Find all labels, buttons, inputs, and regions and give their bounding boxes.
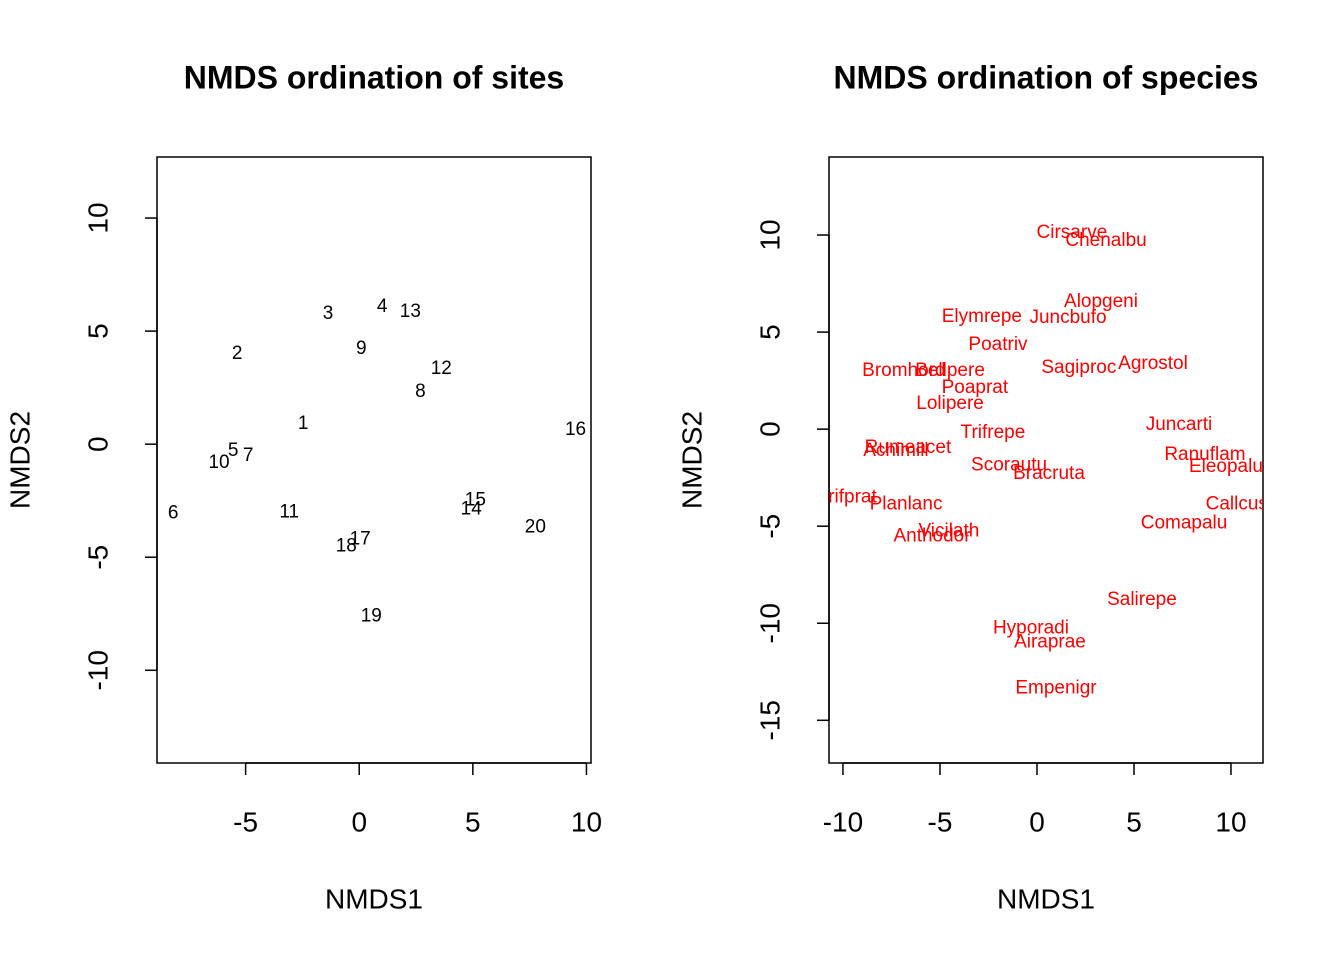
point-label: 12 (431, 358, 452, 379)
point-label: Comapalu (1141, 512, 1228, 533)
chart-title: NMDS ordination of sites (184, 59, 564, 95)
point-label: Alopgeni (1064, 291, 1138, 312)
point-label: Hyporadi (993, 617, 1069, 638)
point-label: Poaprat (942, 377, 1009, 398)
point-label: Juncbufo (1029, 307, 1106, 328)
y-axis-label: NMDS2 (676, 411, 707, 509)
x-tick-label: -10 (823, 806, 863, 837)
point-label: 19 (361, 606, 382, 627)
x-tick-label: 10 (571, 806, 602, 837)
y-tick-label: 0 (754, 421, 785, 437)
x-tick-label: 0 (1029, 806, 1045, 837)
y-tick-label: -5 (754, 514, 785, 539)
point-label: 6 (168, 502, 179, 523)
point-label: 2 (232, 343, 243, 364)
point-label: 9 (356, 338, 367, 359)
y-tick-label: -10 (754, 603, 785, 643)
point-label: 7 (243, 445, 254, 466)
point-label: Anthodor (893, 525, 971, 546)
point-label: Bromhord (862, 360, 945, 381)
y-axis-label: NMDS2 (4, 411, 35, 509)
point-label: Rumeacet (865, 437, 952, 458)
point-label: Eleopalu (1189, 456, 1263, 477)
x-tick-label: 5 (1126, 806, 1142, 837)
y-tick-label: -10 (82, 650, 113, 690)
point-label: 17 (350, 528, 371, 549)
point-label: 4 (377, 296, 388, 317)
point-label: 1 (298, 413, 309, 434)
point-label: Cirsarve (1037, 222, 1108, 243)
point-label: 13 (400, 301, 421, 322)
point-label: 8 (415, 381, 426, 402)
point-label: Airaprae (1014, 631, 1086, 652)
point-label: Chenalbu (1065, 230, 1146, 251)
point-label: Vicilath (918, 520, 979, 541)
point-label: Lolipere (916, 393, 984, 414)
point-label: Bracruta (1013, 463, 1085, 484)
point-label: 3 (323, 303, 334, 324)
point-label: Poatriv (968, 334, 1028, 355)
point-label: 11 (279, 501, 299, 522)
x-tick-label: -5 (928, 806, 953, 837)
point-label: 5 (228, 440, 239, 461)
x-tick-label: 10 (1215, 806, 1246, 837)
point-label: 16 (565, 419, 586, 440)
y-tick-label: -15 (754, 700, 785, 740)
point-label: Scorautu (971, 454, 1047, 475)
y-tick-label: 0 (82, 436, 113, 452)
point-label: Salirepe (1107, 589, 1177, 610)
point-label: Planlanc (870, 493, 943, 514)
point-label: 18 (336, 535, 357, 556)
point-label: Callcusp (1206, 493, 1279, 514)
chart-title: NMDS ordination of species (834, 59, 1259, 95)
x-tick-label: -5 (233, 806, 258, 837)
point-label: Achimill (863, 440, 928, 461)
point-label: 14 (461, 498, 483, 519)
x-axis-label: NMDS1 (997, 883, 1095, 914)
x-tick-label: 5 (465, 806, 481, 837)
y-tick-label: -5 (82, 545, 113, 570)
point-label: Ranuflam (1164, 444, 1245, 465)
y-tick-label: 10 (82, 202, 113, 233)
point-label: Trifprat (817, 486, 877, 507)
point-label: Empenigr (1015, 677, 1097, 698)
x-axis-label: NMDS1 (325, 883, 423, 914)
y-tick-label: 5 (754, 324, 785, 340)
point-label: Sagiproc (1041, 357, 1116, 378)
point-label: Agrostol (1118, 353, 1188, 374)
x-tick-label: 0 (351, 806, 367, 837)
y-tick-label: 10 (754, 219, 785, 250)
point-label: Bellpere (915, 360, 985, 381)
point-label: 20 (525, 516, 546, 537)
y-tick-label: 5 (82, 323, 113, 339)
point-label: 15 (465, 489, 486, 510)
point-label: Trifrepe (961, 422, 1026, 443)
point-label: 10 (208, 452, 229, 473)
point-label: Juncarti (1146, 414, 1213, 435)
point-label: Elymrepe (942, 306, 1022, 327)
